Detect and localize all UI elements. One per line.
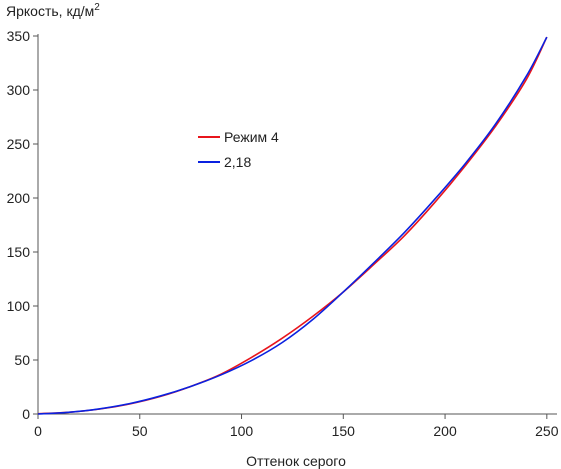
x-tick-label: 100 [230, 423, 254, 439]
y-tick-label: 250 [7, 136, 31, 152]
x-tick-label: 50 [132, 423, 148, 439]
y-tick-label: 50 [14, 352, 30, 368]
series-line-2 [37, 36, 548, 415]
x-axis-title: Оттенок серого [246, 453, 346, 469]
y-tick-label: 300 [7, 82, 31, 98]
tick-labels: 0 50 100 150 200 250 300 350 0 50 100 150 200 250 [7, 28, 559, 439]
y-tick-label: 200 [7, 190, 31, 206]
y-tick-label: 350 [7, 28, 31, 44]
series-line-1 [37, 36, 548, 415]
legend: Режим 4 2,18 [198, 129, 279, 170]
legend-label-1: Режим 4 [224, 129, 279, 145]
x-tick-label: 250 [535, 423, 559, 439]
axes [33, 34, 557, 419]
y-tick-label: 100 [7, 298, 31, 314]
x-tick-label: 0 [34, 423, 42, 439]
y-axis-title: Яркость, кд/м2 [6, 2, 100, 19]
legend-label-2: 2,18 [224, 154, 251, 170]
y-tick-label: 0 [22, 406, 30, 422]
y-tick-label: 150 [7, 244, 31, 260]
series-lines [37, 36, 548, 415]
x-tick-label: 150 [332, 423, 356, 439]
x-tick-label: 200 [433, 423, 457, 439]
